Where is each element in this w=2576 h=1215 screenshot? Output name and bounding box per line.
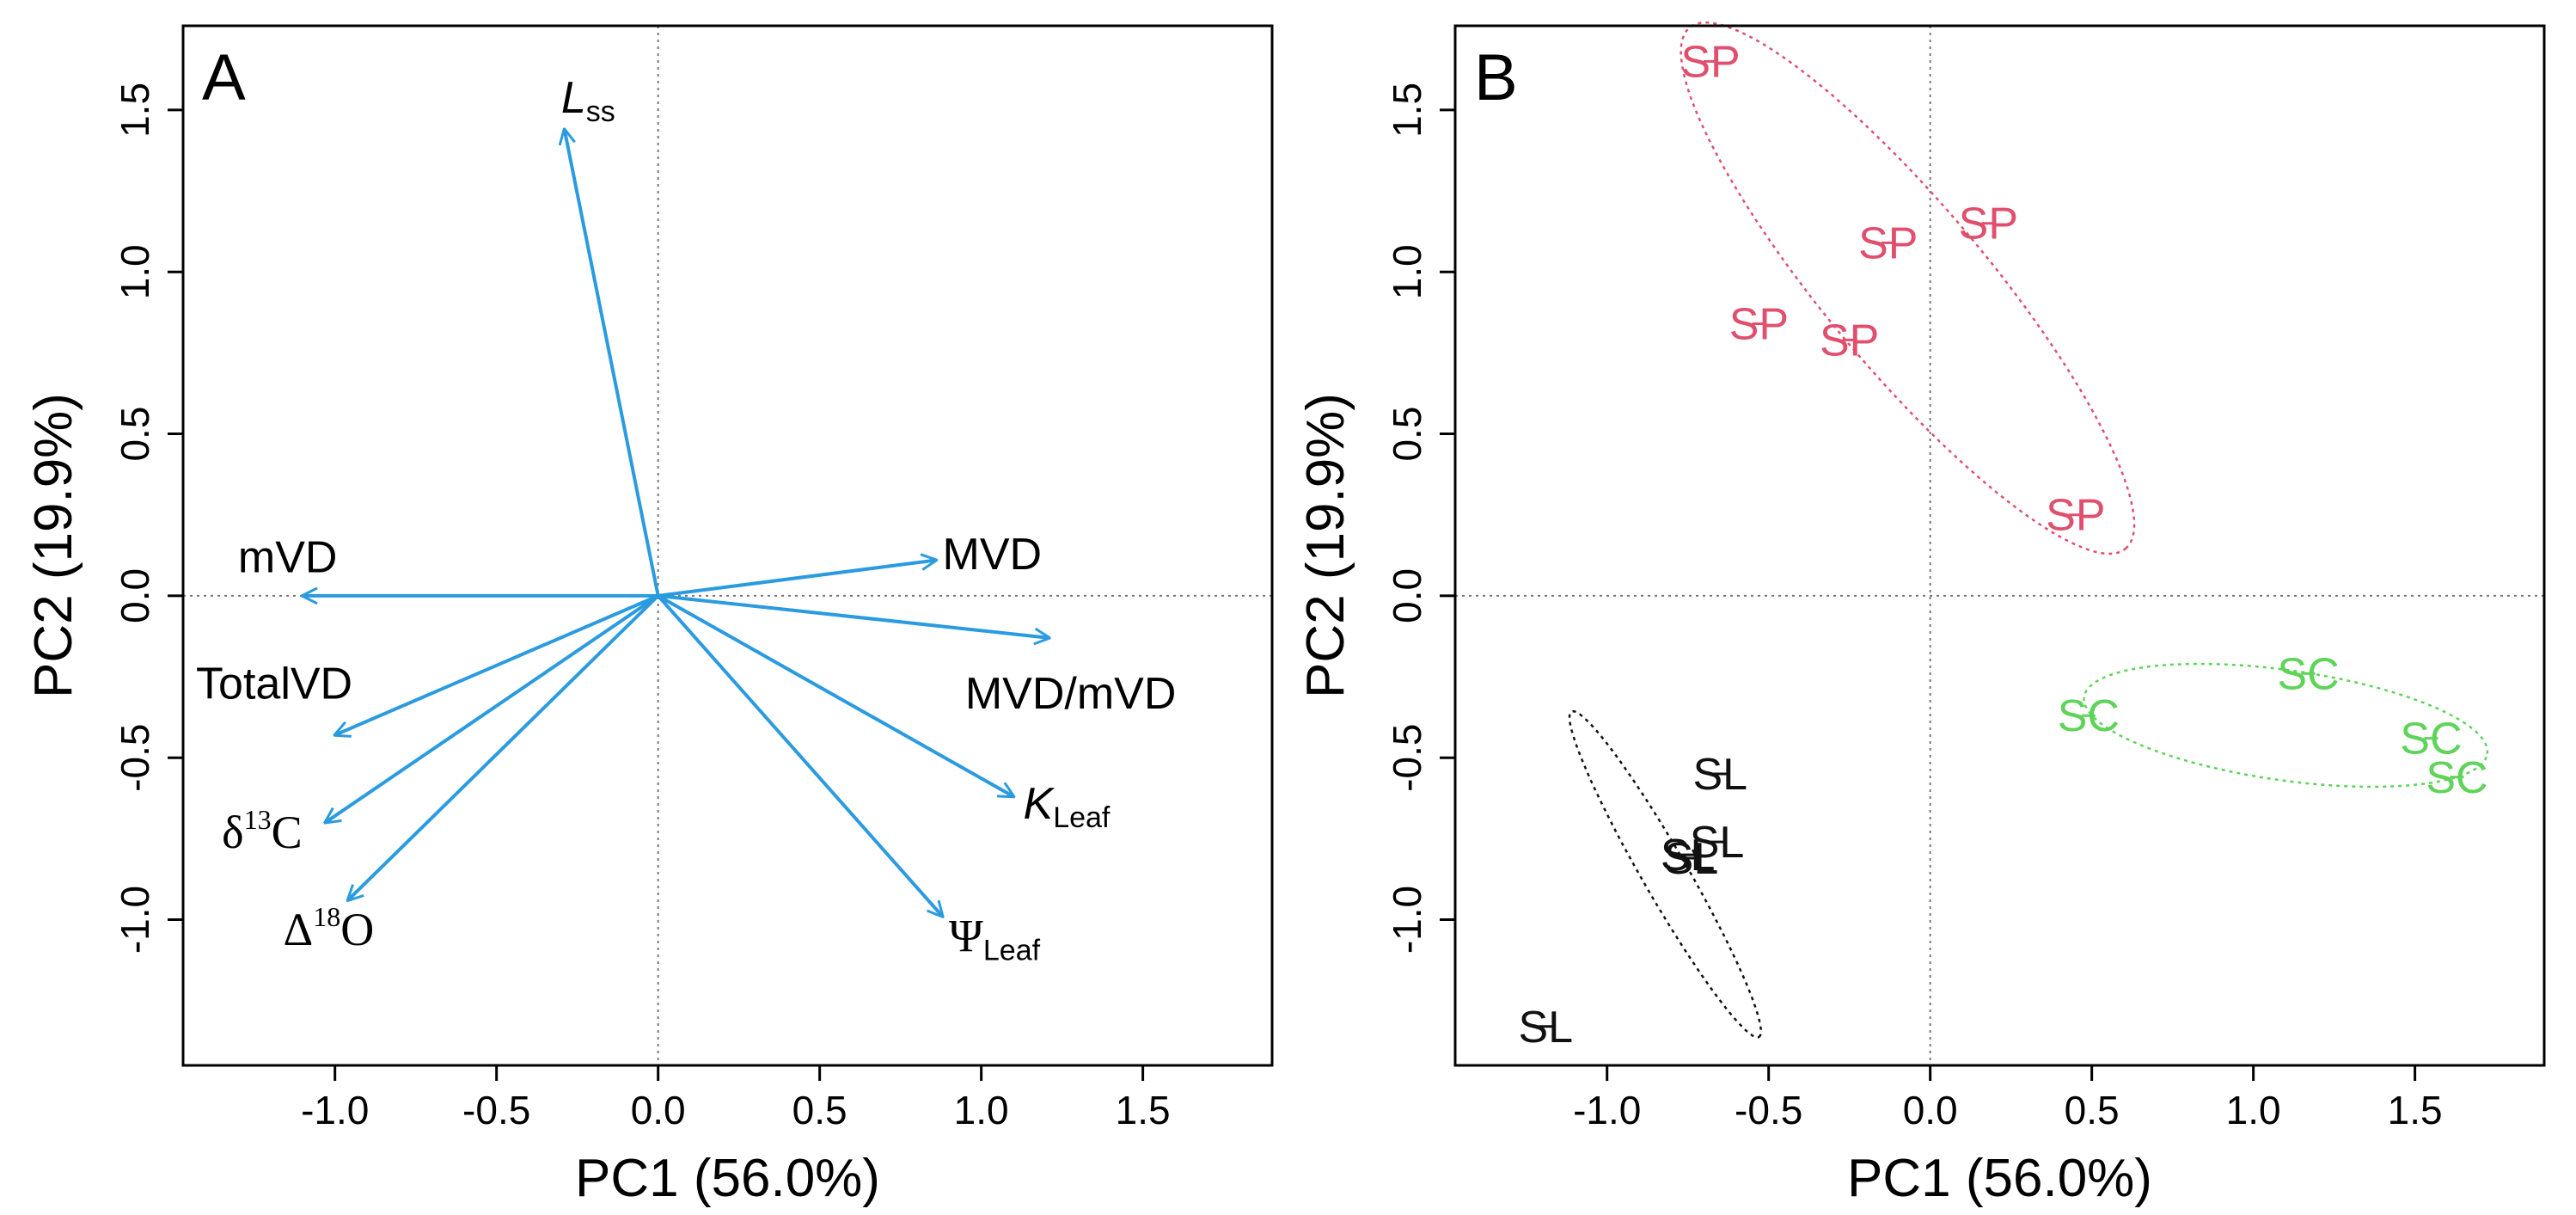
panel-b-x-tick-label: -0.5 (1735, 1088, 1802, 1132)
vector-arrow-psileaf (657, 594, 943, 917)
panel-b-x-tick-label: 1.0 (2226, 1088, 2281, 1132)
panel-a-x-tick-label: 1.5 (1116, 1088, 1171, 1132)
vector-label-d18o: Δ18O (284, 901, 375, 955)
vector-label-totalvd: TotalVD (196, 660, 352, 709)
panel-a-y-tick-label: 0.0 (113, 568, 157, 623)
panel-a-y-axis-title: PC2 (19.9%) (24, 393, 83, 698)
panel-b-y-tick-label: 1.0 (1385, 244, 1429, 299)
vector-arrow-d13c (325, 594, 659, 823)
panel-a-x-tick-label: -0.5 (462, 1088, 530, 1132)
panel-a-label: A (202, 41, 246, 114)
panel-b-label: B (1474, 41, 1518, 114)
panel-b-y-tick-label: -0.5 (1385, 724, 1429, 792)
vector-label-mvd: mVD (238, 533, 338, 583)
panel-b-y-axis-title: PC2 (19.9%) (1296, 393, 1355, 698)
vector-label-mvd: MVD (943, 530, 1043, 580)
panel-b-y-tick-label: 0.0 (1385, 568, 1429, 623)
panel-b-x-tick-label: 0.0 (1903, 1088, 1958, 1132)
vector-arrow-d18o (348, 594, 660, 900)
panel-a-y-tick-label: 1.5 (113, 83, 157, 138)
panel-a-y-tick-label: 0.5 (113, 407, 157, 462)
vector-arrow-totalvd (335, 594, 659, 735)
vector-arrow-lss (565, 130, 660, 597)
panel-a-y-tick-label: -1.0 (113, 886, 157, 954)
ellipse-sp (1680, 21, 2136, 555)
vector-label-d13c: δ13C (222, 804, 302, 858)
panel-b-x-tick-label: 0.5 (2065, 1088, 2120, 1132)
vector-label-mvd-mvd: MVD/mVD (965, 669, 1177, 719)
panel-b-x-axis-title: PC1 (56.0%) (1847, 1149, 2152, 1208)
panel-a-frame (181, 24, 1274, 1067)
panel-b-x-tick-label: -1.0 (1573, 1088, 1641, 1132)
panel-a-x-tick-label: 0.0 (631, 1088, 686, 1132)
panel-a-x-tick-label: 0.5 (792, 1088, 847, 1132)
panel-a-x-tick-label: -1.0 (301, 1088, 369, 1132)
vector-arrow-mvd (658, 560, 936, 598)
vector-label-kleaf: KLeaf (1024, 779, 1111, 834)
panel-b-frame (1453, 24, 2546, 1067)
panel-b-y-tick-label: 0.5 (1385, 407, 1429, 462)
vector-label-psileaf: ΨLeaf (949, 910, 1041, 966)
panel-b-x-tick-label: 1.5 (2388, 1088, 2443, 1132)
panel-b-y-tick-label: 1.5 (1385, 83, 1429, 138)
ellipse-sc (2083, 662, 2489, 789)
panel-b-y-tick-label: -1.0 (1385, 886, 1429, 954)
panel-a-y-tick-label: -0.5 (113, 724, 157, 792)
panel-a-y-tick-label: 1.0 (113, 244, 157, 299)
vector-arrow-mvd-mvd (658, 593, 1049, 638)
vector-arrow-kleaf (657, 594, 1014, 797)
panel-a-x-tick-label: 1.0 (954, 1088, 1009, 1132)
vector-label-lss: Lss (561, 73, 615, 128)
panel-a-x-axis-title: PC1 (56.0%) (575, 1149, 880, 1208)
panel-a-loadings: Lss mVD MVD MVD/mVD TotalVD KLeaf δ13C Δ18O ΨLea… (24, 24, 1274, 1208)
